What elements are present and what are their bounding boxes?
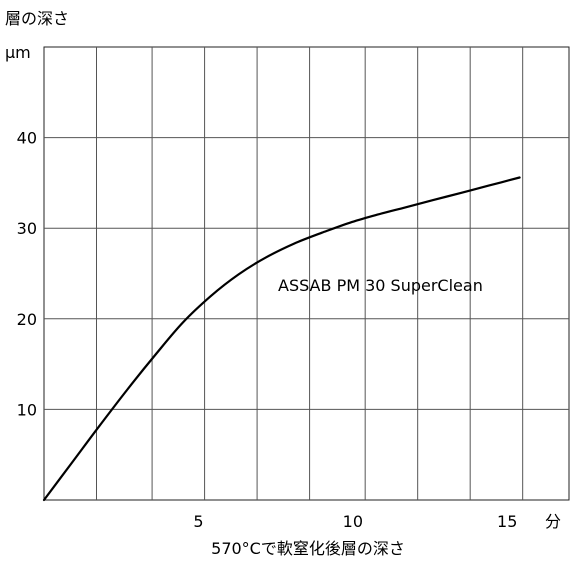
x-axis-unit: 分	[545, 512, 561, 531]
y-tick-label: 40	[17, 129, 37, 148]
series-line	[42, 176, 521, 502]
y-tick-label: 20	[17, 310, 37, 329]
series-layer	[42, 176, 521, 502]
series-label: ASSAB PM 30 SuperClean	[278, 276, 483, 295]
y-tick-label: 10	[17, 400, 37, 419]
x-tick-label: 5	[193, 512, 203, 531]
tick-labels: 5 10 15 10 20 30 40	[17, 129, 518, 531]
y-tick-label: 30	[17, 219, 37, 238]
y-axis-label: 層の深さ	[5, 9, 69, 28]
x-tick-label: 15	[497, 512, 517, 531]
x-tick-label: 10	[343, 512, 363, 531]
plot-frame	[43, 46, 570, 501]
x-axis-label: 570°Cで軟窒化後層の深さ	[211, 539, 405, 558]
grid	[44, 47, 569, 500]
y-axis-unit: μm	[5, 43, 31, 62]
